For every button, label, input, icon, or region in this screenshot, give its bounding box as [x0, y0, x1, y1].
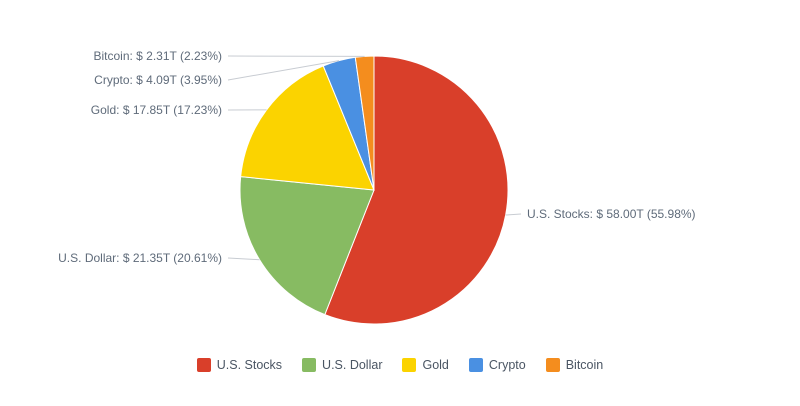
legend-item-us-dollar[interactable]: U.S. Dollar [302, 358, 382, 372]
legend: U.S. Stocks U.S. Dollar Gold Crypto Bitc… [0, 358, 800, 372]
legend-label-crypto: Crypto [488, 358, 526, 372]
legend-item-gold[interactable]: Gold [402, 358, 449, 372]
pie-slice-u-s-stocks[interactable] [324, 55, 509, 325]
legend-swatch-bitcoin [545, 358, 560, 372]
leader-line-u-s-dollar [227, 257, 260, 261]
leader-lines [227, 55, 522, 261]
slice-label-u-s-stocks: U.S. Stocks: $ 58.00T (55.98%) [527, 207, 696, 221]
legend-item-crypto[interactable]: Crypto [468, 358, 526, 372]
legend-swatch-us-dollar [302, 358, 317, 372]
legend-item-bitcoin[interactable]: Bitcoin [545, 358, 604, 372]
leader-line-crypto [227, 60, 340, 81]
legend-swatch-gold [402, 358, 417, 372]
legend-label-us-stocks: U.S. Stocks [216, 358, 283, 372]
slice-labels: U.S. Stocks: $ 58.00T (55.98%) U.S. Dolla… [58, 49, 695, 265]
legend-label-bitcoin: Bitcoin [565, 358, 604, 372]
legend-swatch-us-stocks [196, 358, 211, 372]
slice-label-u-s-dollar: U.S. Dollar: $ 21.35T (20.61%) [58, 251, 222, 265]
legend-item-us-stocks[interactable]: U.S. Stocks [196, 358, 283, 372]
legend-label-us-dollar: U.S. Dollar [322, 358, 383, 372]
legend-label-gold: Gold [422, 358, 449, 372]
pie-slices [239, 55, 509, 325]
leader-line-u-s-stocks [505, 213, 522, 216]
slice-label-bitcoin: Bitcoin: $ 2.31T (2.23%) [93, 49, 222, 63]
slice-label-crypto: Crypto: $ 4.09T (3.95%) [94, 73, 222, 87]
slice-label-gold: Gold: $ 17.85T (17.23%) [91, 103, 222, 117]
legend-swatch-crypto [468, 358, 483, 372]
